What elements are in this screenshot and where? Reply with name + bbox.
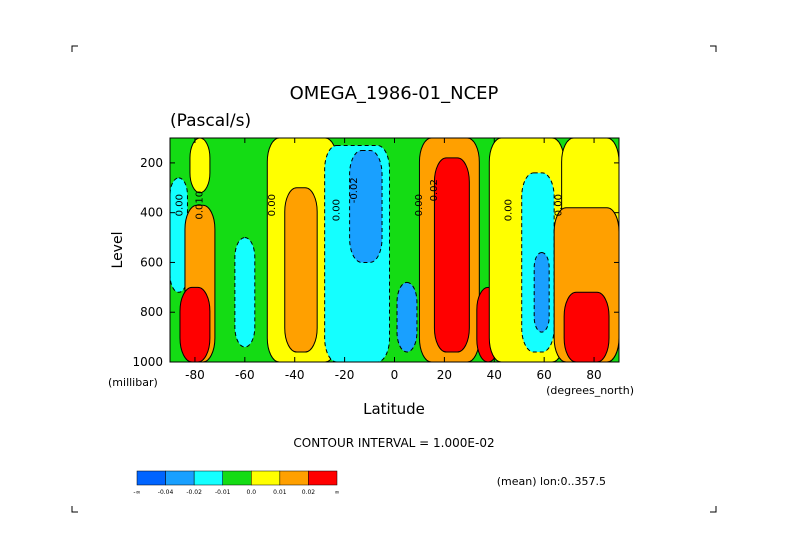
- x-tick-label: 60: [537, 368, 552, 382]
- x-axis: -80 -60 -40 -20 0 20 40 60 80: [185, 138, 602, 382]
- contour-region: [179, 286, 211, 362]
- colorbar-swatch: [165, 470, 195, 486]
- y-tick-label: 600: [140, 255, 163, 269]
- colorbar-label: -0.01: [215, 489, 231, 496]
- x-axis-label: Latitude: [363, 400, 425, 418]
- contour-label: 0.02: [429, 179, 440, 201]
- contour-label: 0.010: [194, 191, 205, 220]
- mean-longitude-text: (mean) lon:0..357.5: [497, 475, 606, 488]
- colorbar-swatch: [308, 470, 338, 486]
- colorbar-label: -0.02: [186, 489, 202, 496]
- x-tick-label: -80: [185, 368, 205, 382]
- colorbar-label: 0.02: [302, 489, 316, 496]
- x-tick-label: 40: [487, 368, 502, 382]
- contour-region: [563, 291, 610, 362]
- page-corner-marks: [71, 45, 717, 513]
- x-tick-label: 0: [391, 368, 399, 382]
- contour-fill-regions: [170, 138, 619, 362]
- y-tick-label: 400: [140, 206, 163, 220]
- contour-region: [433, 157, 470, 353]
- x-tick-label: 80: [586, 368, 601, 382]
- colorbar-label: -0.04: [158, 489, 174, 496]
- contour-interval-text: CONTOUR INTERVAL = 1.000E-02: [293, 436, 494, 450]
- colorbar-label: 0.0: [247, 489, 257, 496]
- colorbar-swatch: [222, 470, 252, 486]
- contour-label: 0.00: [174, 194, 185, 216]
- contour-labels: 0.00 0.010 0.00 0.00 -0.02 0.00 0.02 0.00 0.00: [174, 177, 564, 221]
- contour-region: [396, 281, 418, 353]
- contour-label: -0.02: [349, 177, 360, 203]
- chart-title: OMEGA_1986-01_NCEP: [290, 83, 499, 104]
- colorbar-swatch: [136, 470, 166, 486]
- chart-units: (Pascal/s): [170, 111, 251, 131]
- y-axis-units: (millibar): [108, 376, 158, 389]
- y-tick-label: 800: [140, 305, 163, 319]
- colorbar-swatch: [251, 470, 281, 486]
- colorbar-swatch: [279, 470, 309, 486]
- x-tick-label: -40: [285, 368, 305, 382]
- colorbar-swatch: [193, 470, 223, 486]
- plot-area: [170, 138, 619, 362]
- x-axis-units: (degrees_north): [546, 384, 634, 397]
- contour-label: 0.00: [267, 194, 278, 216]
- x-tick-label: -60: [235, 368, 255, 382]
- colorbar: -∞ -0.04 -0.02 -0.01 0.0 0.01 0.02 ∞: [133, 470, 340, 496]
- x-tick-label: 20: [437, 368, 452, 382]
- contour-region: [189, 138, 211, 194]
- colorbar-label: -∞: [133, 489, 140, 496]
- x-tick-label: -20: [335, 368, 355, 382]
- y-axis-label: Level: [110, 232, 126, 269]
- contour-region: [234, 237, 256, 348]
- y-tick-label: 1000: [132, 355, 163, 369]
- contour-region: [170, 177, 188, 293]
- contour-label: 0.00: [332, 199, 343, 221]
- colorbar-label: ∞: [335, 489, 340, 496]
- y-tick-label: 200: [140, 156, 163, 170]
- contour-region: [533, 251, 550, 333]
- colorbar-label: 0.01: [273, 489, 287, 496]
- contour-region: [349, 149, 383, 263]
- contour-label: 0.00: [414, 194, 425, 216]
- contour-label: 0.00: [504, 199, 515, 221]
- contour-region: [284, 187, 318, 353]
- y-axis: 200 400 600 800 1000: [132, 156, 619, 369]
- contour-label: 0.00: [554, 194, 565, 216]
